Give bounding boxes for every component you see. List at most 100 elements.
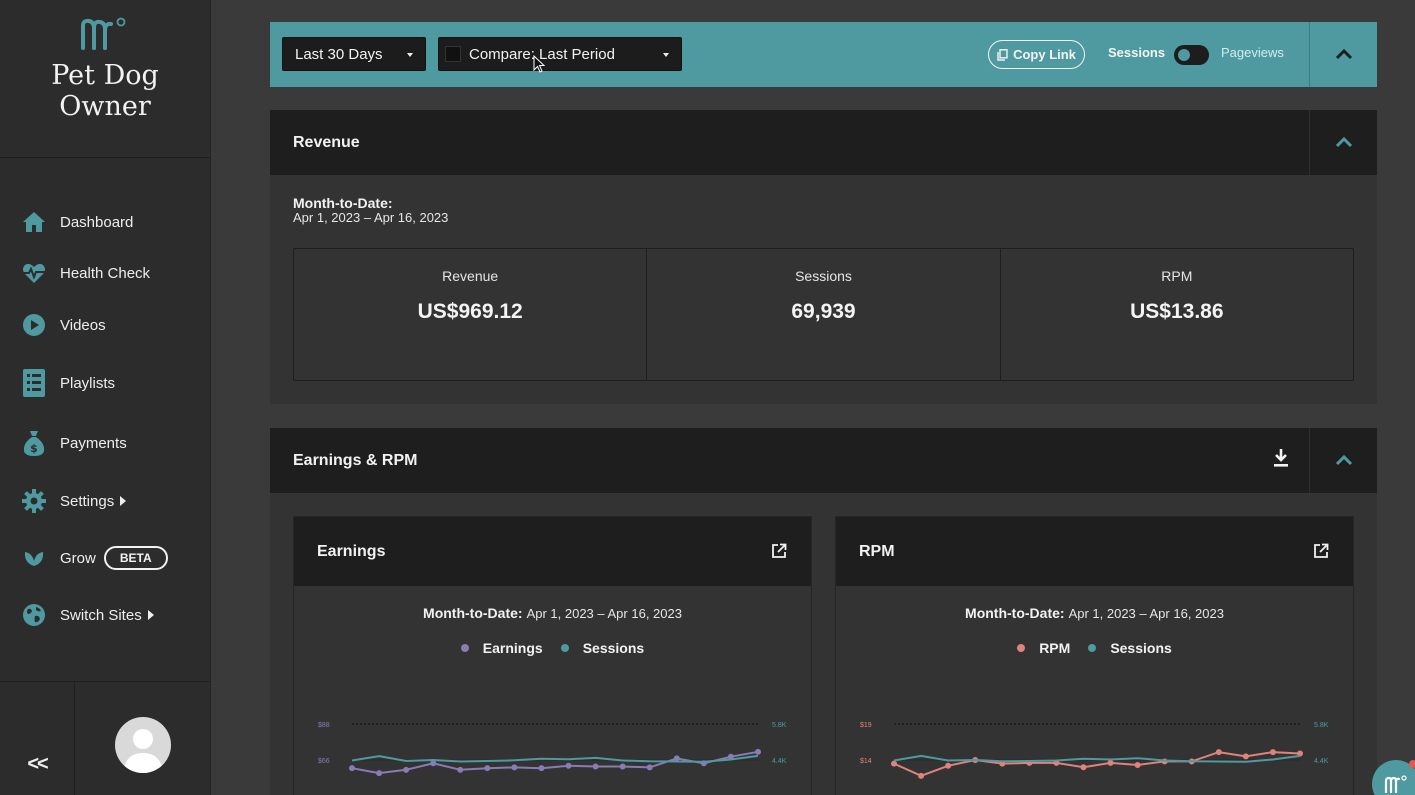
mouse-cursor-icon bbox=[533, 55, 545, 73]
compare-value: Compare: Last Period bbox=[469, 45, 615, 63]
sidebar-item-label: Playlists bbox=[60, 374, 116, 392]
sidebar-item-switch-sites[interactable]: Switch Sites bbox=[0, 602, 210, 628]
data-point[interactable] bbox=[1107, 759, 1114, 766]
compare-select[interactable]: Compare: Last Period bbox=[438, 37, 682, 71]
legend-dot bbox=[1088, 644, 1097, 652]
legend-dot bbox=[460, 644, 469, 652]
copy-icon bbox=[997, 48, 1008, 61]
legend-dot bbox=[1017, 644, 1026, 652]
y-tick-left: $88 bbox=[318, 722, 330, 729]
metric-value: US$969.12 bbox=[417, 300, 523, 323]
legend-label: Earnings bbox=[482, 640, 543, 656]
open-external-icon[interactable] bbox=[1313, 543, 1329, 564]
y-tick-left: $14 bbox=[860, 758, 872, 765]
data-point[interactable] bbox=[619, 763, 626, 770]
data-point[interactable] bbox=[755, 748, 761, 755]
brand-logo-icon[interactable] bbox=[80, 16, 130, 50]
card-range-value: Apr 1, 2023 – Apr 16, 2023 bbox=[1068, 606, 1224, 621]
data-point[interactable] bbox=[457, 766, 464, 773]
sidebar-item-dashboard[interactable]: Dashboard bbox=[0, 209, 210, 235]
data-point[interactable] bbox=[646, 764, 653, 771]
data-point[interactable] bbox=[376, 770, 383, 777]
data-point[interactable] bbox=[403, 766, 410, 773]
data-point[interactable] bbox=[1269, 749, 1276, 756]
data-point[interactable] bbox=[511, 764, 518, 771]
data-point[interactable] bbox=[430, 760, 437, 767]
data-point[interactable] bbox=[918, 772, 925, 779]
legend-item[interactable]: RPM bbox=[1017, 640, 1070, 656]
sidebar-item-videos[interactable]: Videos bbox=[0, 312, 210, 338]
legend-item[interactable]: Sessions bbox=[560, 640, 644, 656]
metric-value: US$13.86 bbox=[1130, 300, 1224, 323]
card-title: RPM bbox=[859, 542, 895, 560]
legend-item[interactable]: Sessions bbox=[1088, 640, 1172, 656]
chevron-up-icon bbox=[1335, 137, 1352, 148]
legend-item[interactable]: Earnings bbox=[460, 640, 543, 656]
sidebar-item-playlists[interactable]: Playlists bbox=[0, 369, 210, 397]
sidebar-item-payments[interactable]: $ Payments bbox=[0, 430, 210, 456]
avatar[interactable] bbox=[115, 717, 171, 773]
svg-text:$: $ bbox=[30, 442, 38, 455]
rpm-chart: $19 $14 5.8K 4.4K bbox=[860, 722, 1329, 779]
user-icon bbox=[123, 729, 163, 773]
sidebar-footer: << bbox=[0, 681, 210, 795]
home-icon bbox=[22, 210, 46, 234]
sidebar-item-settings[interactable]: Settings bbox=[0, 488, 210, 514]
sidebar-item-label: Videos bbox=[60, 316, 106, 334]
copy-link-button[interactable]: Copy Link bbox=[988, 40, 1085, 69]
toolbar-collapse-button[interactable] bbox=[1309, 22, 1377, 87]
y-tick-left: $19 bbox=[860, 722, 872, 729]
data-point[interactable] bbox=[1215, 749, 1222, 756]
data-point[interactable] bbox=[1080, 764, 1087, 771]
sidebar-item-label: Dashboard bbox=[60, 213, 134, 231]
y-tick-left: $66 bbox=[318, 758, 330, 765]
brand-logo-icon bbox=[1384, 775, 1407, 793]
data-point[interactable] bbox=[592, 763, 599, 770]
metric-label: RPM bbox=[1161, 268, 1193, 284]
data-point[interactable] bbox=[673, 755, 680, 762]
data-point[interactable] bbox=[727, 753, 734, 760]
date-range-select[interactable]: Last 30 Days bbox=[282, 37, 426, 71]
data-point[interactable] bbox=[945, 762, 952, 769]
sidebar-item-health-check[interactable]: Health Check bbox=[0, 260, 210, 286]
chart-legend: Earnings Sessions bbox=[294, 640, 811, 656]
data-point[interactable] bbox=[1242, 753, 1249, 760]
data-point[interactable] bbox=[484, 765, 491, 772]
card-header: Earnings bbox=[294, 517, 811, 586]
filter-toolbar: Last 30 Days Compare: Last Period Copy L… bbox=[270, 22, 1377, 87]
card-range-value: Apr 1, 2023 – Apr 16, 2023 bbox=[526, 606, 682, 621]
panel-title: Earnings & RPM bbox=[293, 451, 418, 469]
toggle-pageviews-label: Pageviews bbox=[1221, 45, 1284, 60]
earnings-rpm-collapse-button[interactable] bbox=[1309, 428, 1377, 493]
sidebar-item-label: Grow bbox=[60, 549, 96, 567]
globe-icon bbox=[22, 603, 46, 627]
leaf-icon bbox=[22, 546, 46, 570]
data-point[interactable] bbox=[538, 765, 545, 772]
series-line-sessions bbox=[893, 754, 1301, 763]
download-icon[interactable] bbox=[1273, 448, 1289, 473]
data-point[interactable] bbox=[349, 765, 355, 772]
revenue-collapse-button[interactable] bbox=[1309, 110, 1377, 175]
play-icon bbox=[22, 313, 46, 337]
data-point[interactable] bbox=[891, 760, 897, 767]
sessions-pageviews-toggle[interactable] bbox=[1174, 45, 1209, 65]
data-point[interactable] bbox=[1297, 750, 1303, 757]
legend-label: Sessions bbox=[1110, 640, 1172, 656]
mtd-label: Month-to-Date: bbox=[293, 195, 393, 211]
collapse-sidebar-button[interactable]: << bbox=[0, 682, 75, 795]
chat-launcher-button[interactable] bbox=[1372, 760, 1415, 795]
dropdown-arrow-icon bbox=[663, 53, 669, 57]
open-external-icon[interactable] bbox=[771, 543, 787, 564]
metric-label: Sessions bbox=[795, 268, 852, 284]
toggle-knob bbox=[1177, 48, 1191, 62]
card-range-label: Month-to-Date: bbox=[965, 605, 1065, 621]
card-title: Earnings bbox=[317, 542, 386, 560]
sidebar: Pet Dog Owner Dashboard Health Check Vid… bbox=[0, 0, 211, 795]
earnings-card: Earnings Month-to-Date: Apr 1, 2023 – Apr… bbox=[293, 516, 812, 795]
data-point[interactable] bbox=[565, 762, 572, 769]
list-icon bbox=[22, 369, 46, 397]
earnings-rpm-panel: Earnings & RPM Earnings Month-to-Date: Ap… bbox=[270, 428, 1377, 795]
data-point[interactable] bbox=[1134, 762, 1141, 769]
sidebar-item-grow[interactable]: Grow BETA bbox=[0, 545, 210, 571]
notification-dot bbox=[1409, 760, 1415, 768]
